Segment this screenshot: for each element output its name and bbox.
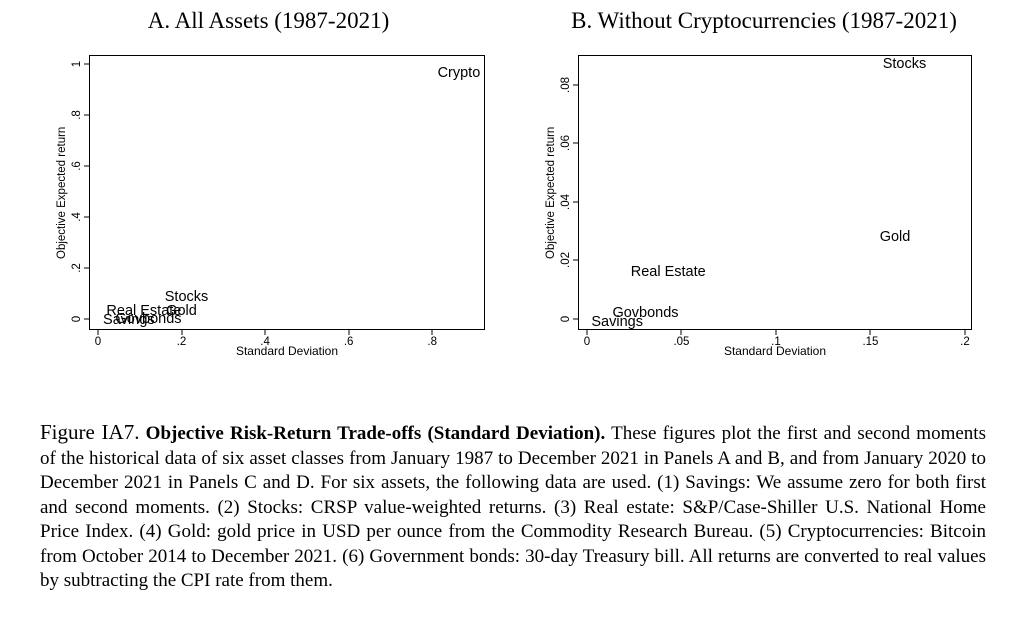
panel-a-y-tick-mark (84, 165, 89, 167)
panel-b-y-axis-label: Objective Expected return (545, 126, 557, 259)
panel-b-y-tick-mark (573, 259, 578, 261)
panel-a-y-tick-mark (84, 114, 89, 116)
panel-b-x-tick-label: .05 (673, 336, 690, 348)
panel-a-x-tick-label: .2 (176, 336, 187, 348)
panel-a-point-label-savings: Savings (103, 311, 155, 328)
panel-a-title: A. All Assets (1987-2021) (147, 8, 390, 33)
panel-b-x-tick-mark (964, 330, 966, 335)
panel-a-point-label-crypto: Crypto (437, 64, 481, 81)
panel-b-plot-area: 0 .05 .1 .15 .2 0 .02 .04 .06 .08 Stocks Gold Real E… (560, 55, 972, 348)
panel-a-y-axis-label: Objective Expected return (56, 126, 68, 259)
panel-a-point-label-real-estate: Real Estate (106, 302, 182, 319)
panel-a-x-tick-label: .4 (260, 336, 270, 348)
panel-b-y-tick-label: .06 (560, 135, 572, 152)
panel-b-y-tick-label: .02 (560, 252, 572, 269)
panel-a-y-tick-label: 0 (71, 315, 83, 323)
panel-b-x-tick-label: 0 (583, 336, 591, 348)
panel-a-x-tick-mark (181, 330, 182, 335)
panel-b-x-axis-label: Standard Deviation (723, 344, 827, 358)
panel-b-title: B. Without Cryptocurrencies (1987-2021) (571, 8, 957, 33)
panel-b-x-tick-mark (869, 330, 871, 335)
panel-a-x-tick-label: 0 (94, 336, 102, 348)
panel-b-point-label-gold: Gold (879, 228, 911, 245)
panel-b-x-tick-label: .15 (862, 336, 879, 348)
panel-b-point-label-stocks: Stocks (882, 55, 927, 72)
panel-b-y-tick-mark (573, 318, 578, 320)
panel-a-y-tick-label: .4 (71, 212, 83, 222)
panel-a-y-tick-label: .2 (71, 263, 83, 273)
panel-b-y-tick-mark (573, 84, 578, 86)
panel-b-x-tick-mark (586, 330, 588, 335)
panel-b-x-tick-mark (775, 330, 777, 335)
caption-figure-label: Figure IA7. (40, 420, 140, 444)
panel-a-y-tick-label: 1 (71, 60, 83, 68)
panel-b-y-tick-mark (573, 142, 578, 144)
panel-a-y-tick-label: .6 (71, 161, 83, 171)
panel-a-x-tick-mark (264, 330, 266, 335)
panel-a-x-axis-label: Standard Deviation (235, 344, 339, 358)
panel-a-y-tick-mark (84, 216, 89, 218)
panel-a-point-label-gold: Gold (166, 302, 197, 319)
figure-caption: Figure IA7. Objective Risk-Return Trade-… (40, 420, 986, 594)
panel-a-point-label-stocks: Stocks (164, 288, 209, 305)
panel-a-x-tick-mark (97, 330, 99, 335)
panel-a-x-tick-label: .8 (427, 336, 437, 348)
panel-a-y-tick-mark (84, 267, 89, 269)
panel-b-x-tick-mark (680, 330, 682, 335)
panel-a-point-label-govbonds: Govbonds (115, 310, 182, 327)
panel-a-plot-area: 0 .2 .4 .6 .8 0 .2 .4 .6 .8 1 Crypto Stocks Gold Real … (71, 55, 485, 348)
panel-a-y-tick-label: .8 (71, 110, 83, 120)
panel-a-x-tick-mark (348, 330, 350, 335)
caption-body: These figures plot the first and second … (40, 423, 986, 591)
panel-a-y-tick-mark (84, 318, 89, 320)
panel-a-x-tick-label: .6 (343, 336, 354, 348)
panel-b-y-tick-label: .08 (560, 76, 572, 93)
panel-b-point-label-savings: Savings (591, 313, 643, 330)
panel-b-x-tick-label: .1 (771, 336, 781, 348)
panel-b-x-tick-label: .2 (960, 336, 970, 348)
panel-a-x-tick-mark (431, 330, 433, 335)
panel-b-point-label-real-estate: Real Estate (630, 263, 706, 280)
panel-b-y-tick-label: .04 (560, 193, 572, 210)
caption-bold-title: Objective Risk-Return Trade-offs (Standa… (145, 423, 606, 444)
panel-b-y-tick-mark (573, 201, 578, 203)
panel-b-point-label-govbonds: Govbonds (612, 304, 679, 321)
panel-b-y-tick-label: 0 (560, 315, 572, 323)
panel-a-y-tick-mark (84, 63, 89, 65)
